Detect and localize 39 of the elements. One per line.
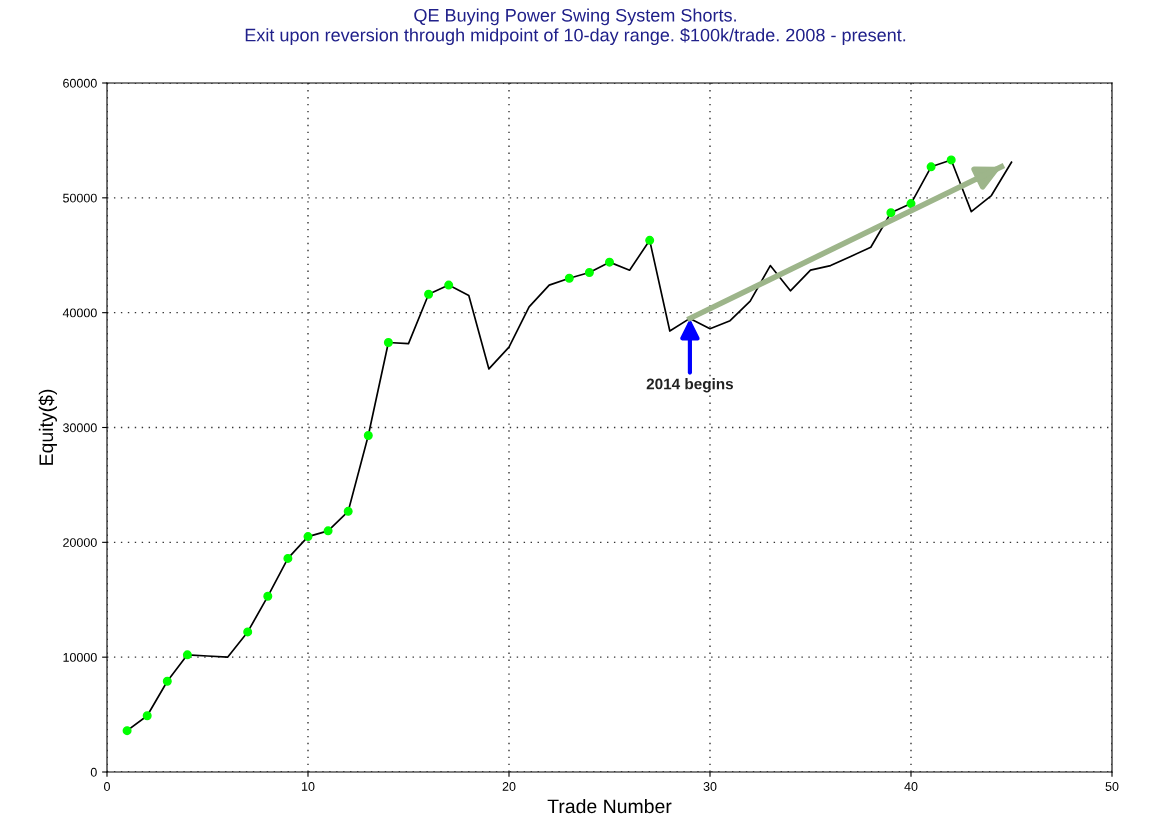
chart-title: QE Buying Power Swing System Shorts. Exit upon reversion through midpoint of 10-day range. $100k/trade. 2008 - present. [245, 8, 906, 46]
point [122, 726, 132, 736]
point [343, 506, 353, 516]
point [243, 627, 253, 637]
point [283, 553, 293, 563]
y-tick-label: 0 [90, 767, 97, 777]
y-tick-label: 50000 [63, 193, 97, 203]
point [946, 155, 956, 165]
x-tick-label: 20 [502, 782, 516, 791]
point [605, 257, 614, 267]
x-tick-label: 40 [904, 782, 918, 791]
point [645, 235, 655, 245]
point [162, 676, 172, 686]
point [303, 532, 313, 542]
point [886, 208, 896, 218]
x-tick-label: 30 [703, 782, 717, 791]
x-tick-label: 0 [104, 782, 110, 791]
point [584, 267, 594, 277]
point [926, 162, 936, 172]
annotation: 2014 begins [646, 378, 734, 393]
x-axis-title: Trade Number [547, 798, 672, 814]
point [906, 199, 916, 209]
y-axis-title: Equity($) [38, 389, 57, 465]
point [263, 591, 273, 601]
y-tick-label: 10000 [63, 652, 97, 662]
point [363, 431, 373, 441]
y-tick-label: 20000 [63, 538, 97, 547]
point [564, 273, 574, 283]
point [424, 289, 434, 299]
point [142, 711, 152, 721]
x-tick-label: 50 [1105, 782, 1119, 791]
point [444, 280, 454, 290]
x-tick-label: 10 [302, 782, 315, 791]
point [323, 526, 333, 536]
point [383, 338, 393, 348]
point [182, 650, 192, 660]
y-tick-label: 30000 [63, 423, 97, 433]
y-tick-label: 60000 [63, 78, 97, 88]
y-tick-label: 40000 [62, 308, 97, 318]
